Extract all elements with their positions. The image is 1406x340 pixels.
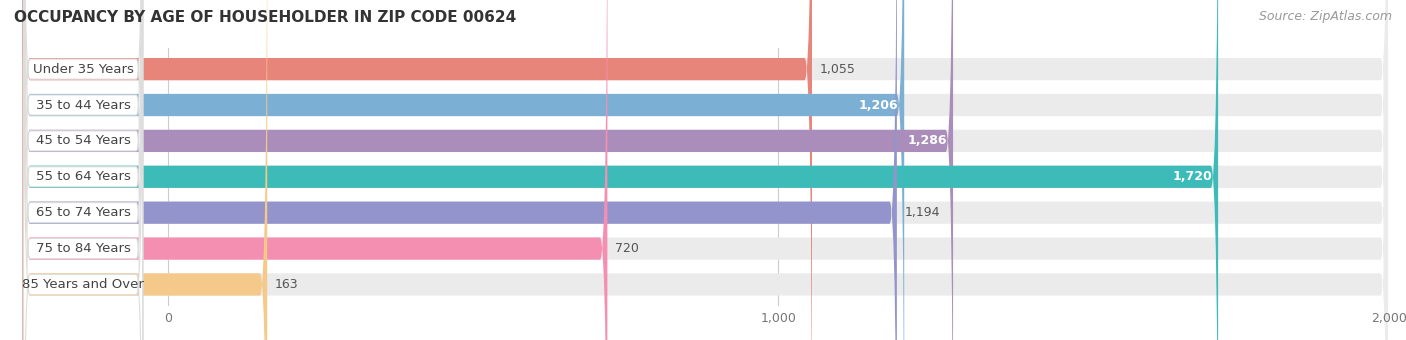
Text: 1,286: 1,286	[907, 134, 948, 148]
Text: 85 Years and Over: 85 Years and Over	[22, 278, 143, 291]
FancyBboxPatch shape	[22, 0, 1388, 340]
Text: 55 to 64 Years: 55 to 64 Years	[35, 170, 131, 183]
FancyBboxPatch shape	[22, 0, 813, 340]
FancyBboxPatch shape	[24, 0, 142, 340]
Text: OCCUPANCY BY AGE OF HOUSEHOLDER IN ZIP CODE 00624: OCCUPANCY BY AGE OF HOUSEHOLDER IN ZIP C…	[14, 10, 516, 25]
Text: 1,206: 1,206	[859, 99, 898, 112]
FancyBboxPatch shape	[24, 0, 142, 340]
Text: 75 to 84 Years: 75 to 84 Years	[35, 242, 131, 255]
Text: 45 to 54 Years: 45 to 54 Years	[35, 134, 131, 148]
FancyBboxPatch shape	[22, 0, 1388, 340]
FancyBboxPatch shape	[24, 0, 142, 340]
FancyBboxPatch shape	[22, 0, 267, 340]
Text: 1,055: 1,055	[820, 63, 855, 75]
FancyBboxPatch shape	[22, 0, 607, 340]
FancyBboxPatch shape	[22, 0, 1218, 340]
FancyBboxPatch shape	[22, 0, 1388, 340]
FancyBboxPatch shape	[22, 0, 953, 340]
FancyBboxPatch shape	[22, 0, 897, 340]
Text: 35 to 44 Years: 35 to 44 Years	[35, 99, 131, 112]
FancyBboxPatch shape	[24, 0, 142, 340]
FancyBboxPatch shape	[22, 0, 1388, 340]
FancyBboxPatch shape	[24, 0, 142, 340]
Text: Under 35 Years: Under 35 Years	[32, 63, 134, 75]
Text: 1,194: 1,194	[904, 206, 939, 219]
FancyBboxPatch shape	[22, 0, 904, 340]
FancyBboxPatch shape	[24, 0, 142, 340]
FancyBboxPatch shape	[22, 0, 1388, 340]
Text: Source: ZipAtlas.com: Source: ZipAtlas.com	[1258, 10, 1392, 23]
FancyBboxPatch shape	[22, 0, 1388, 340]
Text: 163: 163	[274, 278, 298, 291]
FancyBboxPatch shape	[24, 0, 142, 340]
Text: 1,720: 1,720	[1173, 170, 1212, 183]
FancyBboxPatch shape	[22, 0, 1388, 340]
Text: 65 to 74 Years: 65 to 74 Years	[35, 206, 131, 219]
Text: 720: 720	[614, 242, 638, 255]
